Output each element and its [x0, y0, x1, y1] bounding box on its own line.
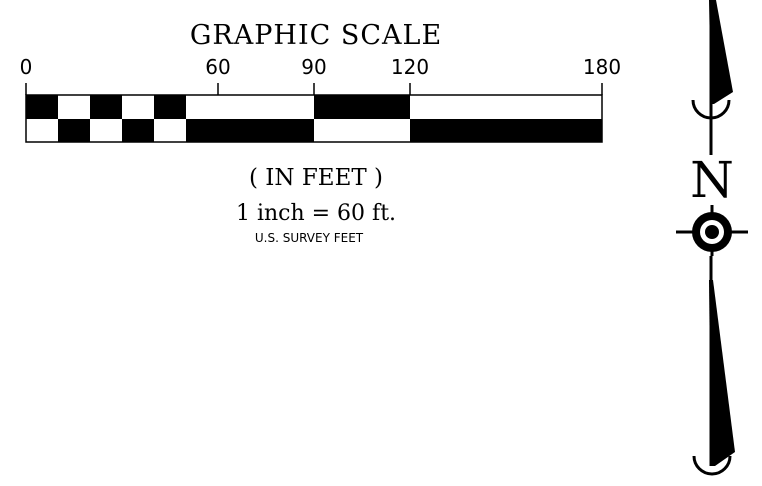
scale-tick-labels: 0 60 90 120 180 — [20, 55, 621, 79]
north-arrow-upper-hook — [691, 99, 731, 120]
scale-tick-label: 180 — [583, 55, 621, 79]
scale-segment-top-4 — [154, 95, 186, 119]
scale-segment-top-5 — [186, 95, 218, 119]
scale-segment-bottom-1 — [58, 119, 90, 142]
scale-segment-bottom-2 — [90, 119, 122, 142]
scale-tick-label: 0 — [20, 55, 33, 79]
north-arrow-lower-blade — [709, 280, 735, 466]
scale-segment-bottom-0 — [26, 119, 58, 142]
ratio-label: 1 inch = 60 ft. — [236, 201, 396, 226]
scale-segment-bottom-5 — [186, 119, 218, 142]
north-arrow-lower-hook — [692, 455, 732, 476]
scale-bar — [25, 83, 603, 143]
scale-segment-bottom-3 — [122, 119, 154, 142]
scale-segment-top-8 — [410, 95, 602, 119]
survey-units-label: U.S. SURVEY FEET — [255, 231, 364, 245]
scale-tick-label: 60 — [205, 55, 230, 79]
scale-segment-top-3 — [122, 95, 154, 119]
scale-segment-top-7 — [314, 95, 410, 119]
scale-segment-top-2 — [90, 95, 122, 119]
graphic-scale: GRAPHIC SCALE 0 60 90 120 180 ( IN FEET ) 1 … — [20, 20, 621, 245]
scale-segment-bottom-4 — [154, 119, 186, 142]
scale-segment-bottom-8 — [410, 119, 602, 142]
north-arrow-center-target — [676, 205, 748, 256]
scale-segment-bottom-7 — [314, 119, 410, 142]
scale-tick-label: 90 — [301, 55, 326, 79]
north-arrow-icon: N — [676, 0, 748, 476]
units-label: ( IN FEET ) — [249, 165, 383, 191]
scale-segment-top-0 — [26, 95, 58, 119]
scale-tick-label: 120 — [391, 55, 429, 79]
scale-title: GRAPHIC SCALE — [190, 20, 442, 51]
north-letter: N — [690, 151, 734, 209]
scale-segment-top-6 — [218, 95, 314, 119]
scale-segment-bottom-6 — [218, 119, 314, 142]
scale-segment-top-1 — [58, 95, 90, 119]
north-arrow-upper-blade — [709, 0, 733, 104]
